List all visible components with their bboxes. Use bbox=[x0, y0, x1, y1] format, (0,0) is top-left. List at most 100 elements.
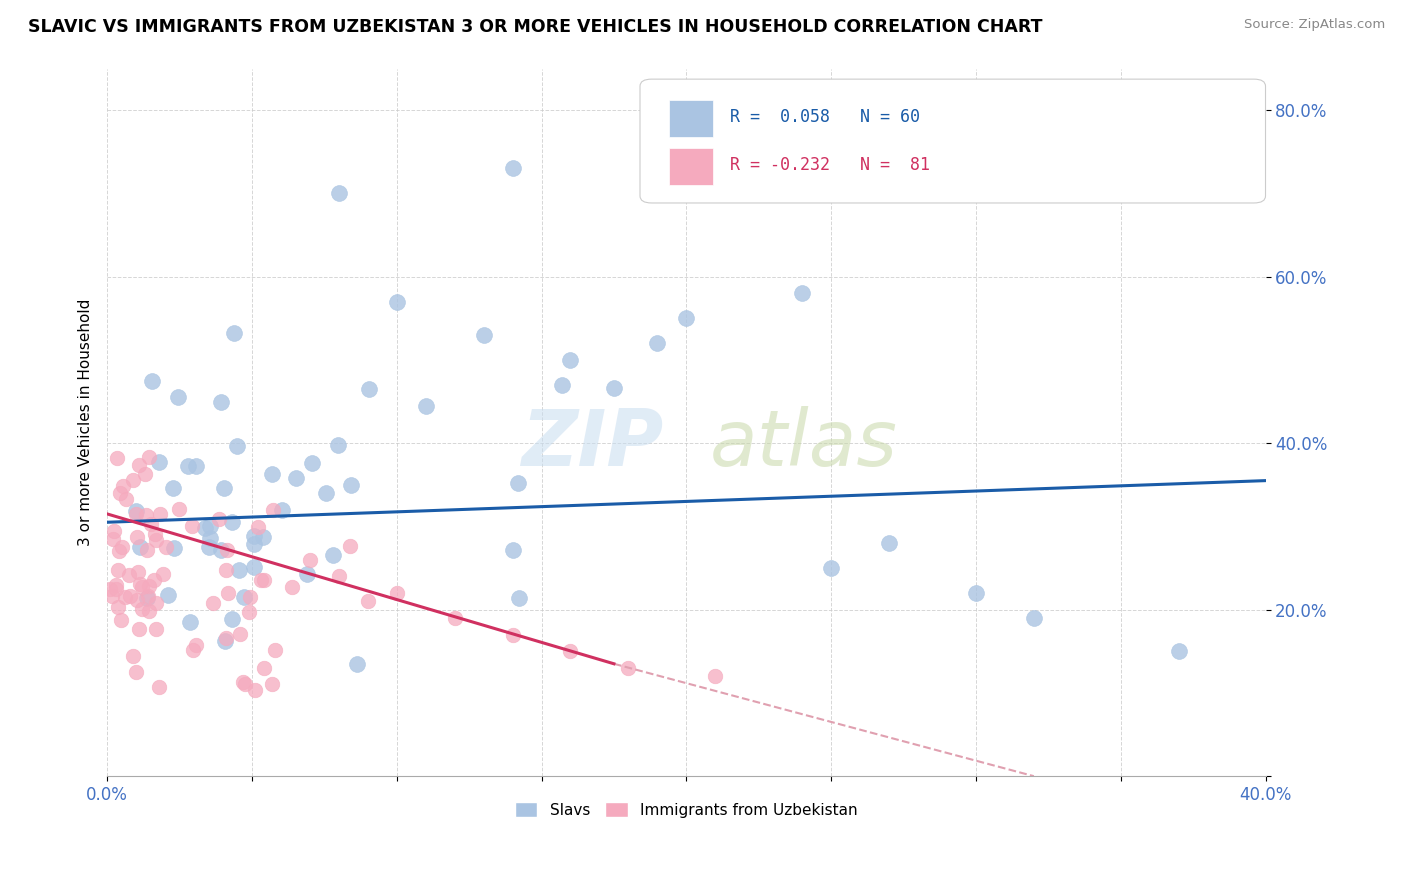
Text: atlas: atlas bbox=[710, 406, 897, 482]
Point bbox=[647, 336, 669, 351]
Point bbox=[243, 560, 266, 574]
Point bbox=[122, 473, 145, 487]
Point bbox=[138, 590, 160, 604]
Point bbox=[127, 593, 149, 607]
Point bbox=[105, 578, 128, 592]
Point bbox=[385, 586, 408, 600]
Point bbox=[232, 674, 254, 689]
Point bbox=[145, 533, 167, 547]
Point bbox=[101, 533, 124, 547]
Point bbox=[118, 589, 141, 603]
Point bbox=[118, 568, 141, 582]
Point bbox=[792, 286, 814, 301]
Point bbox=[145, 596, 167, 610]
Point bbox=[415, 399, 437, 413]
Point bbox=[111, 478, 134, 492]
Point bbox=[214, 634, 236, 648]
Point bbox=[128, 622, 150, 636]
Point bbox=[148, 507, 170, 521]
Point bbox=[359, 382, 381, 396]
Point bbox=[1022, 611, 1045, 625]
Point bbox=[105, 450, 128, 465]
Point bbox=[212, 482, 235, 496]
Point bbox=[253, 661, 276, 675]
Point bbox=[229, 626, 252, 640]
Point bbox=[232, 591, 254, 605]
Point bbox=[295, 567, 318, 582]
Point bbox=[221, 612, 243, 626]
Point bbox=[602, 381, 624, 395]
Point bbox=[139, 517, 162, 532]
Point bbox=[179, 615, 201, 629]
Point bbox=[322, 549, 344, 563]
Point bbox=[148, 455, 170, 469]
Point bbox=[443, 611, 465, 625]
Point bbox=[328, 438, 350, 452]
Point bbox=[247, 520, 270, 534]
Point bbox=[217, 543, 239, 558]
Point bbox=[98, 582, 121, 596]
Point bbox=[134, 467, 156, 481]
FancyBboxPatch shape bbox=[640, 79, 1265, 203]
Point bbox=[138, 604, 160, 618]
Point bbox=[131, 580, 153, 594]
Point bbox=[115, 492, 138, 507]
Point bbox=[472, 327, 495, 342]
Point bbox=[704, 669, 727, 683]
Point bbox=[217, 585, 239, 599]
Point bbox=[877, 536, 900, 550]
Point bbox=[163, 541, 186, 555]
Point bbox=[136, 591, 159, 605]
Point bbox=[122, 649, 145, 664]
Point bbox=[208, 512, 231, 526]
Point bbox=[221, 515, 243, 529]
Y-axis label: 3 or more Vehicles in Household: 3 or more Vehicles in Household bbox=[79, 299, 93, 546]
Point bbox=[129, 576, 152, 591]
Point bbox=[125, 507, 148, 521]
Point bbox=[243, 537, 266, 551]
Point bbox=[328, 186, 350, 201]
Point bbox=[357, 594, 380, 608]
Point bbox=[502, 627, 524, 641]
Point bbox=[340, 478, 363, 492]
Point bbox=[138, 450, 160, 464]
Point bbox=[135, 508, 157, 522]
Bar bbox=[669, 148, 713, 186]
Point bbox=[675, 311, 697, 326]
Point bbox=[243, 683, 266, 698]
Point bbox=[252, 573, 274, 587]
Point bbox=[129, 541, 152, 555]
Point bbox=[148, 680, 170, 694]
Bar bbox=[669, 101, 713, 137]
Point bbox=[141, 374, 163, 388]
Point bbox=[252, 530, 274, 544]
Point bbox=[110, 613, 132, 627]
Point bbox=[239, 590, 262, 604]
Point bbox=[155, 540, 177, 554]
Point bbox=[328, 569, 350, 583]
Point bbox=[281, 580, 304, 594]
Point bbox=[138, 579, 160, 593]
Point bbox=[131, 602, 153, 616]
Point bbox=[166, 391, 188, 405]
Point bbox=[260, 467, 283, 481]
Point bbox=[143, 527, 166, 541]
Point bbox=[181, 519, 204, 533]
Point bbox=[262, 503, 284, 517]
Point bbox=[260, 677, 283, 691]
Point bbox=[127, 565, 149, 579]
Point bbox=[100, 590, 122, 604]
Point bbox=[502, 161, 524, 176]
Point bbox=[508, 591, 530, 606]
Text: ZIP: ZIP bbox=[520, 406, 664, 482]
Point bbox=[315, 485, 337, 500]
Point bbox=[104, 582, 127, 596]
Point bbox=[136, 542, 159, 557]
Point bbox=[271, 503, 294, 517]
Text: R = -0.232   N =  81: R = -0.232 N = 81 bbox=[730, 156, 931, 175]
Point bbox=[127, 530, 149, 544]
Point bbox=[233, 677, 256, 691]
Point bbox=[145, 623, 167, 637]
Point bbox=[225, 439, 247, 453]
Point bbox=[502, 543, 524, 558]
